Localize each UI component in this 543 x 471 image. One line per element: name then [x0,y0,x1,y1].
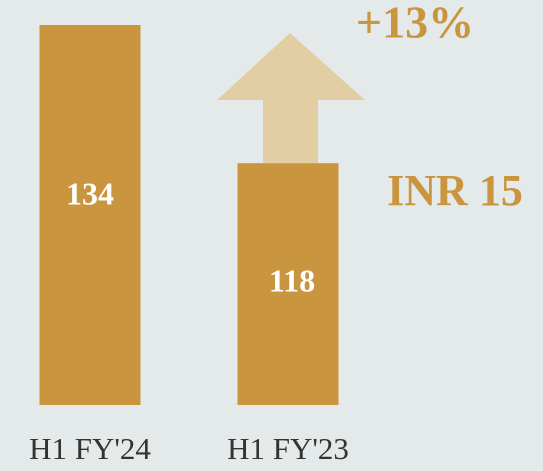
arrow-head [217,33,365,100]
difference-annotation: INR 15 [387,166,523,215]
arrow-shaft [263,99,318,163]
data-label: 134 [66,175,114,211]
data-label: 118 [269,262,315,298]
growth-arrow [217,33,365,163]
x-tick-label: H1 FY'24 [29,431,151,466]
x-tick-label: H1 FY'23 [227,431,349,466]
bar [237,163,339,405]
growth-annotation: +13% [356,0,474,48]
bar [39,25,141,405]
